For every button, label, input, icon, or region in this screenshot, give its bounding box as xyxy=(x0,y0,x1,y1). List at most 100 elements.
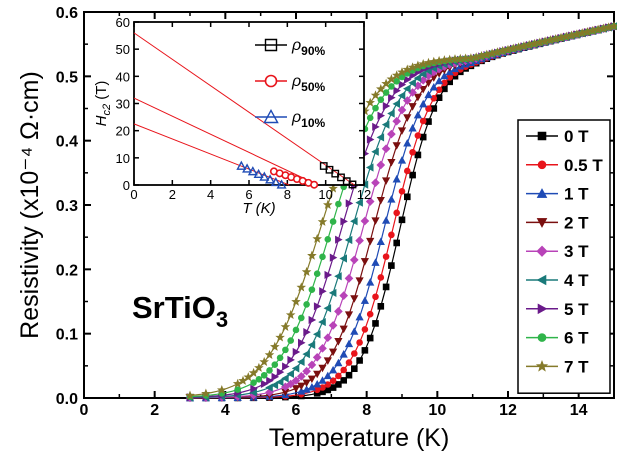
data-point xyxy=(318,344,327,353)
data-point xyxy=(302,379,311,388)
x-tick-label: 0 xyxy=(80,402,89,419)
data-point xyxy=(413,93,423,102)
data-point xyxy=(328,365,338,374)
data-point xyxy=(335,372,342,380)
data-point xyxy=(329,218,337,225)
x-tick-label: 12 xyxy=(499,402,517,419)
data-point xyxy=(254,362,264,372)
inset-data-point xyxy=(265,174,276,184)
data-point xyxy=(418,70,427,79)
data-point xyxy=(430,94,438,102)
data-point xyxy=(308,286,316,293)
legend-marker xyxy=(537,333,547,342)
data-point xyxy=(275,332,285,342)
data-point xyxy=(409,171,416,179)
data-point xyxy=(355,277,364,285)
data-point xyxy=(366,278,375,286)
data-point xyxy=(323,304,332,313)
data-point xyxy=(366,310,374,318)
legend-label: 1 T xyxy=(564,185,589,204)
data-point xyxy=(424,90,433,99)
y-axis-title: Resistivity (x10⁻⁴ Ω·cm) xyxy=(16,71,44,339)
data-point xyxy=(264,349,275,359)
data-point xyxy=(408,78,416,88)
data-point xyxy=(307,250,317,260)
inset-y-tick-label: 0 xyxy=(123,178,130,193)
legend-entry: 6 T xyxy=(526,329,589,348)
data-point xyxy=(387,158,396,167)
inset-data-point xyxy=(270,176,281,187)
data-point xyxy=(323,199,333,209)
data-point xyxy=(350,327,359,335)
inset-x-tick-label: 4 xyxy=(207,187,214,202)
data-point xyxy=(313,379,322,388)
data-point xyxy=(340,377,347,384)
data-point xyxy=(276,368,285,377)
data-point xyxy=(282,362,290,371)
inset-data-point xyxy=(236,160,247,170)
data-point xyxy=(398,188,406,195)
inset-series-10pct xyxy=(133,123,290,189)
data-point xyxy=(419,133,427,141)
data-point xyxy=(323,333,333,343)
data-point xyxy=(403,167,411,175)
x-tick-label: 14 xyxy=(570,402,588,419)
inset-data-point xyxy=(276,179,287,189)
data-point xyxy=(361,326,369,333)
data-point xyxy=(297,314,305,322)
inset-legend-label-sub: 90% xyxy=(301,44,325,58)
inset-x-tick-label: 0 xyxy=(130,187,137,202)
data-point xyxy=(313,302,322,311)
data-point xyxy=(387,109,395,118)
data-point xyxy=(334,272,342,281)
data-point xyxy=(381,177,391,185)
data-point xyxy=(409,148,416,156)
data-point xyxy=(365,97,375,107)
data-point xyxy=(372,293,379,301)
inset-y-tick-label: 60 xyxy=(116,15,130,30)
data-point xyxy=(397,105,407,115)
data-point xyxy=(296,282,307,292)
main-plot: 0 2 4 6 8 10 12 14 0.0 0.1 0.2 0.3 0.4 0.5 0.6 Temperat… xyxy=(16,5,617,452)
data-point xyxy=(250,379,257,386)
x-tick-label: 2 xyxy=(150,402,159,419)
data-point xyxy=(366,135,375,144)
data-point xyxy=(388,262,395,269)
data-point xyxy=(397,91,406,100)
data-point xyxy=(387,195,396,203)
data-point xyxy=(377,274,385,281)
inset-legend-label-main: ρ xyxy=(291,109,301,126)
data-point xyxy=(217,385,227,395)
data-point xyxy=(377,111,386,120)
data-point xyxy=(307,375,317,384)
data-point xyxy=(419,117,427,125)
data-point xyxy=(307,360,317,370)
data-point xyxy=(334,307,343,316)
inset-data-point xyxy=(259,171,270,181)
data-point xyxy=(318,364,327,373)
y-tick-label: 0.3 xyxy=(56,198,78,215)
legend-label: 3 T xyxy=(564,242,589,261)
data-point xyxy=(339,325,348,334)
data-point xyxy=(371,147,379,156)
data-point xyxy=(361,347,369,354)
legend-entry: 2 T xyxy=(526,213,589,232)
x-tick-label: 10 xyxy=(428,402,446,419)
inset-y-title-unit: (T) xyxy=(93,81,110,104)
data-point xyxy=(388,93,396,102)
data-point xyxy=(340,366,348,374)
data-point xyxy=(381,120,390,129)
data-point xyxy=(328,321,338,330)
inset-legend-entry: ρ50% xyxy=(255,73,326,94)
legend-marker xyxy=(536,245,548,257)
data-point xyxy=(339,291,349,300)
inset-legend-entry: ρ90% xyxy=(255,37,326,58)
data-point xyxy=(398,80,407,89)
inset-y-title-sub: c2 xyxy=(101,104,113,116)
data-point xyxy=(335,381,342,388)
legend-label: 0 T xyxy=(564,127,589,146)
data-point xyxy=(429,82,438,91)
inset-legend-label-main: ρ xyxy=(291,37,301,54)
data-point xyxy=(376,84,386,94)
